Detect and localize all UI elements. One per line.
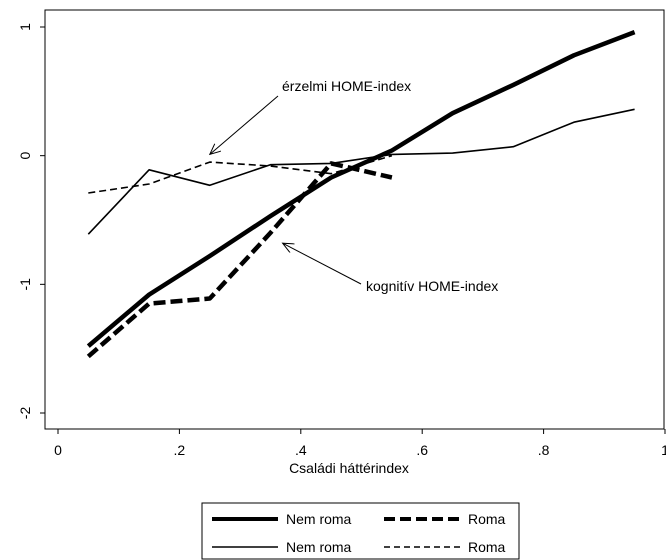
legend: Nem roma Roma Nem roma Roma <box>201 502 520 560</box>
y-tick-label: 0 <box>17 152 33 160</box>
y-tick-label: 1 <box>17 23 33 31</box>
legend-label-thin-dashed: Roma <box>468 539 506 555</box>
annotation-erzelmi-arrow <box>210 95 279 154</box>
annotation-kognitiv: kognitív HOME-index <box>283 243 498 294</box>
x-axis-title: Családi háttérindex <box>289 460 409 476</box>
y-tick-label: -1 <box>17 278 33 291</box>
x-tick-label: .8 <box>538 442 550 458</box>
series-line-thin-dashed <box>88 154 393 194</box>
legend-box <box>201 502 520 560</box>
legend-label-thick-solid: Nem roma <box>286 511 352 527</box>
legend-label-thin-solid: Nem roma <box>286 539 352 555</box>
x-tick-label: .2 <box>174 442 186 458</box>
y-axis: -2 -1 0 1 <box>17 23 45 419</box>
series-group <box>86 29 636 359</box>
plot-frame <box>44 9 665 430</box>
series-line-thin-solid <box>87 108 635 235</box>
series-line-thick-dashed <box>86 161 393 359</box>
x-tick-label: .6 <box>416 442 428 458</box>
x-axis: 0 .2 .4 .6 .8 1 <box>54 429 666 458</box>
annotation-erzelmi: érzelmi HOME-index <box>210 78 411 154</box>
legend-label-thick-dashed: Roma <box>468 511 506 527</box>
annotation-kognitiv-arrow <box>283 243 362 285</box>
x-tick-label: 1 <box>661 442 666 458</box>
annotation-erzelmi-label: érzelmi HOME-index <box>282 78 411 94</box>
y-tick-label: -2 <box>17 407 33 420</box>
annotation-kognitiv-label: kognitív HOME-index <box>366 278 498 294</box>
x-tick-label: .4 <box>295 442 307 458</box>
x-tick-label: 0 <box>54 442 62 458</box>
